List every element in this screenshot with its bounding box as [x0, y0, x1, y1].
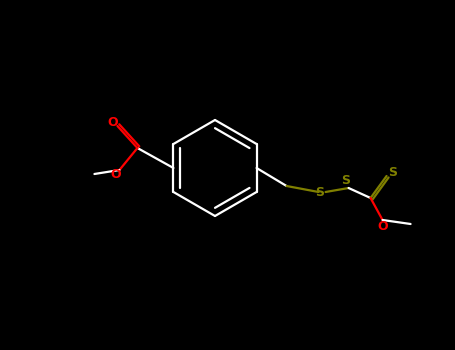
- Text: S: S: [341, 174, 350, 187]
- Text: O: O: [377, 220, 388, 233]
- Text: O: O: [110, 168, 121, 182]
- Text: S: S: [315, 186, 324, 198]
- Text: O: O: [107, 117, 118, 130]
- Text: S: S: [388, 167, 397, 180]
